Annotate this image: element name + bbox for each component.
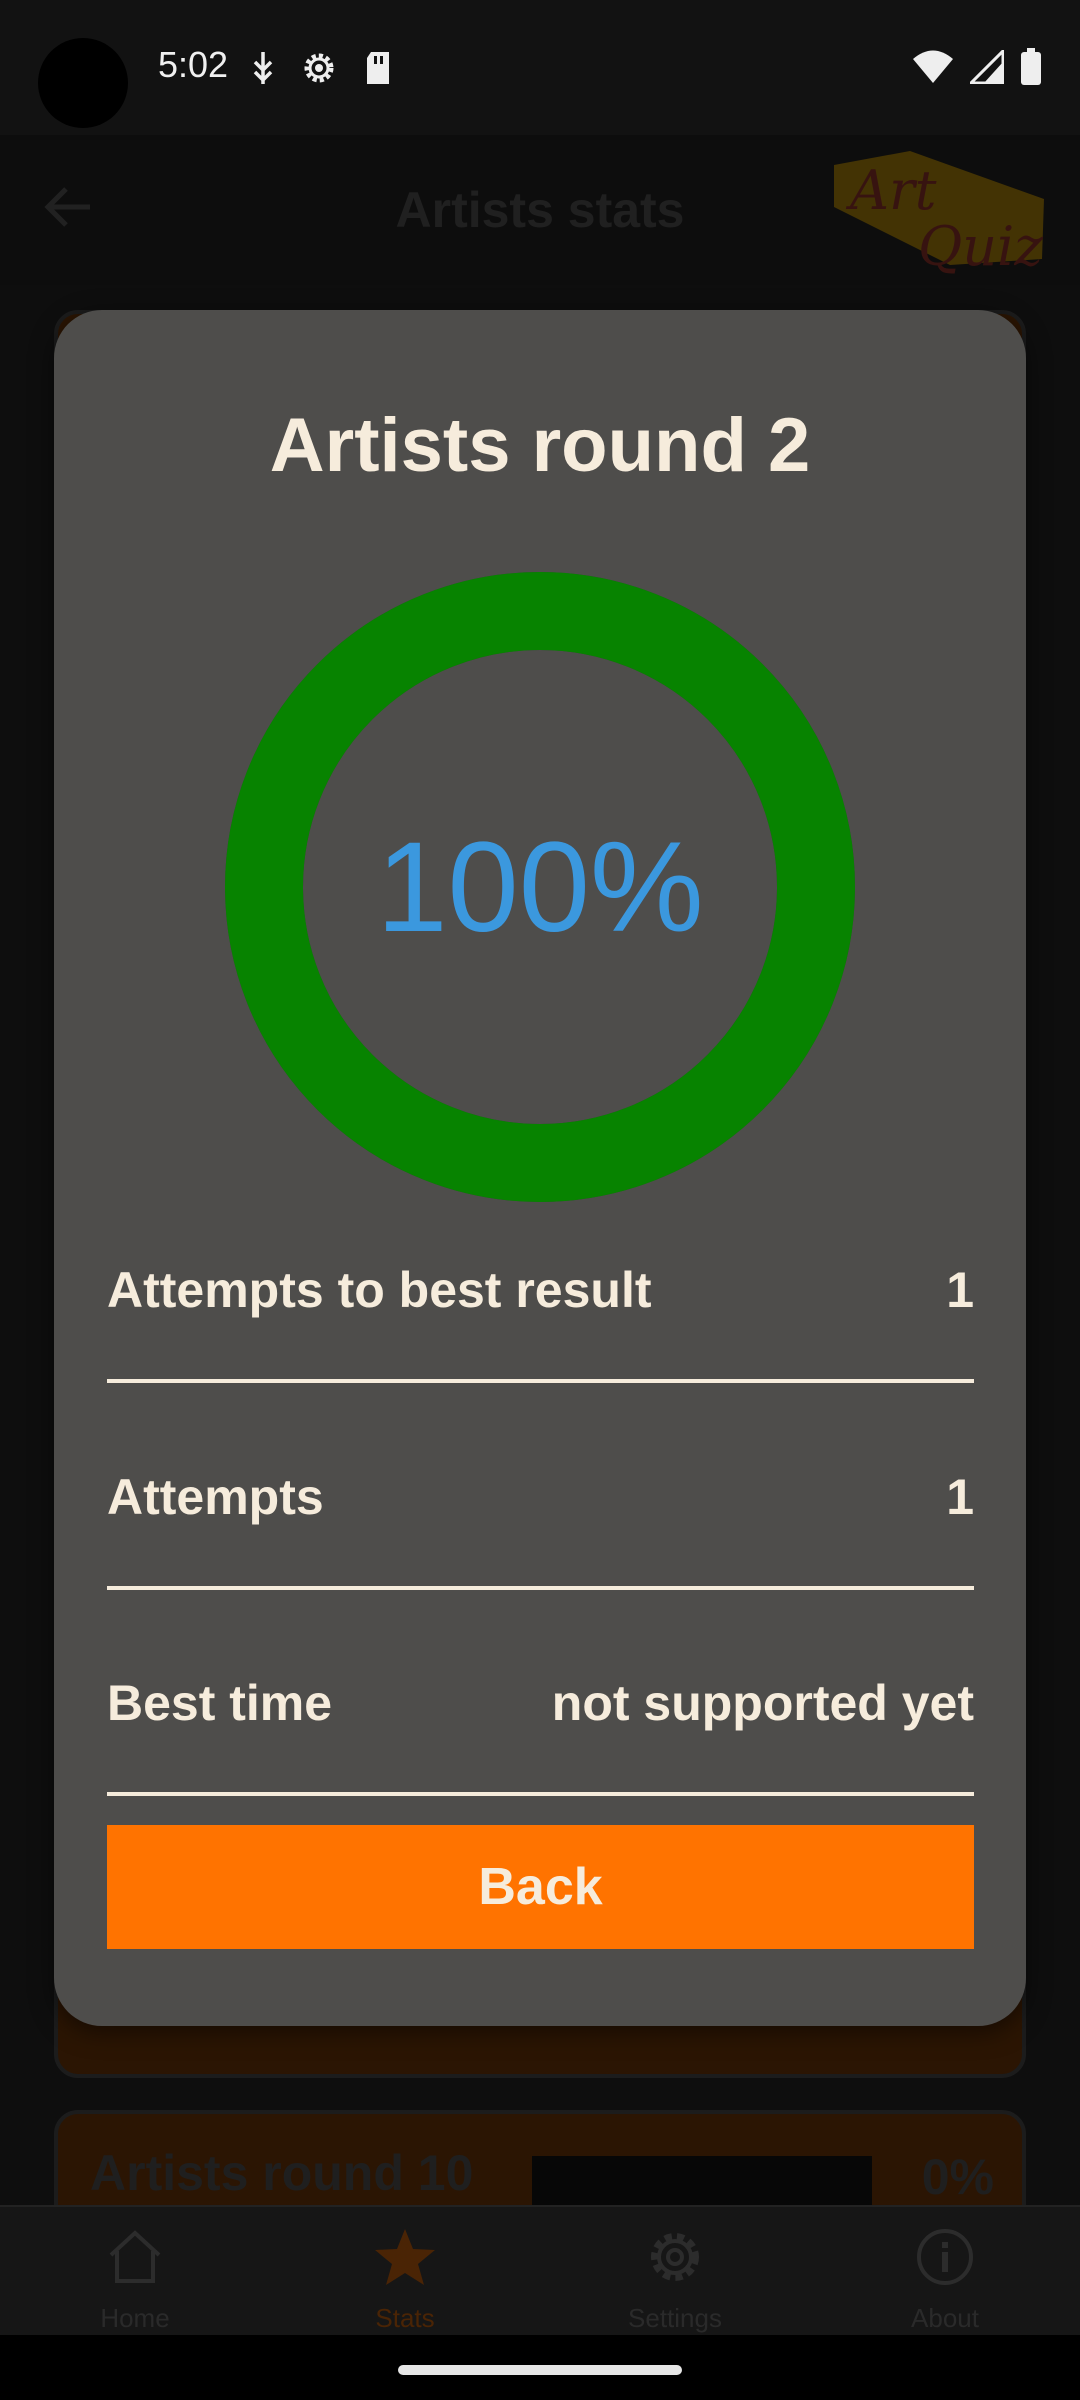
svg-text:Quiz: Quiz [918, 215, 1043, 277]
wifi-icon [913, 50, 953, 83]
nav-item-stats[interactable]: Stats [270, 2207, 540, 2335]
round-card-progress-bar [532, 2156, 872, 2212]
bottom-navigation: Home Stats Settings About [0, 2205, 1080, 2335]
stat-value: 1 [946, 1262, 974, 1318]
app-title: Artists stats [395, 182, 685, 238]
back-button[interactable]: Back [107, 1825, 974, 1949]
info-icon [917, 2229, 973, 2285]
nav-item-about[interactable]: About [810, 2207, 1080, 2335]
stat-row-attempts: Attempts 1 [107, 1452, 974, 1542]
round-stats-dialog: Artists round 2 100% Attempts to best re… [54, 310, 1026, 2026]
round-card-title: Artists round 10 [90, 2145, 474, 2201]
sd-card-icon [367, 52, 389, 84]
divider [107, 1586, 974, 1590]
back-arrow-icon[interactable] [42, 181, 94, 233]
cell-signal-icon [970, 50, 1004, 84]
art-quiz-logo: Art Quiz [834, 151, 1044, 277]
battery-icon [1021, 48, 1041, 85]
nav-item-home[interactable]: Home [0, 2207, 270, 2335]
gesture-handle[interactable] [398, 2365, 682, 2375]
nav-label: Settings [628, 2303, 722, 2333]
svg-text:Art: Art [845, 159, 937, 222]
round-card-percent: 0% [921, 2149, 994, 2205]
stat-label: Best time [107, 1675, 333, 1731]
progress-ring [225, 572, 855, 1202]
status-bar: 5:02 [0, 0, 1080, 135]
status-time: 5:02 [158, 44, 229, 85]
nav-label: Stats [375, 2303, 435, 2333]
camera-cutout [38, 38, 128, 128]
settings-gear-icon [304, 53, 334, 83]
progress-percent: 100% [376, 815, 704, 959]
stat-row-best-time: Best time not supported yet [107, 1658, 974, 1748]
nav-label: About [911, 2303, 979, 2333]
stat-value: not supported yet [551, 1675, 974, 1731]
stat-value: 1 [946, 1469, 974, 1525]
nav-item-settings[interactable]: Settings [540, 2207, 810, 2335]
home-icon [109, 2230, 161, 2283]
progress-ring-arc [225, 572, 855, 1202]
stat-label: Attempts [107, 1469, 324, 1525]
stat-label: Attempts to best result [107, 1262, 652, 1318]
dialog-title: Artists round 2 [269, 403, 811, 488]
stat-row-attempts-to-best: Attempts to best result 1 [107, 1245, 974, 1335]
divider [107, 1792, 974, 1796]
nav-label: Home [100, 2303, 170, 2333]
gesture-area [0, 2335, 1080, 2400]
app-bar: Artists stats Art Quiz [0, 135, 1080, 285]
gear-icon [651, 2233, 699, 2281]
usb-debug-icon [253, 52, 273, 84]
star-icon [375, 2229, 435, 2285]
divider [107, 1379, 974, 1383]
